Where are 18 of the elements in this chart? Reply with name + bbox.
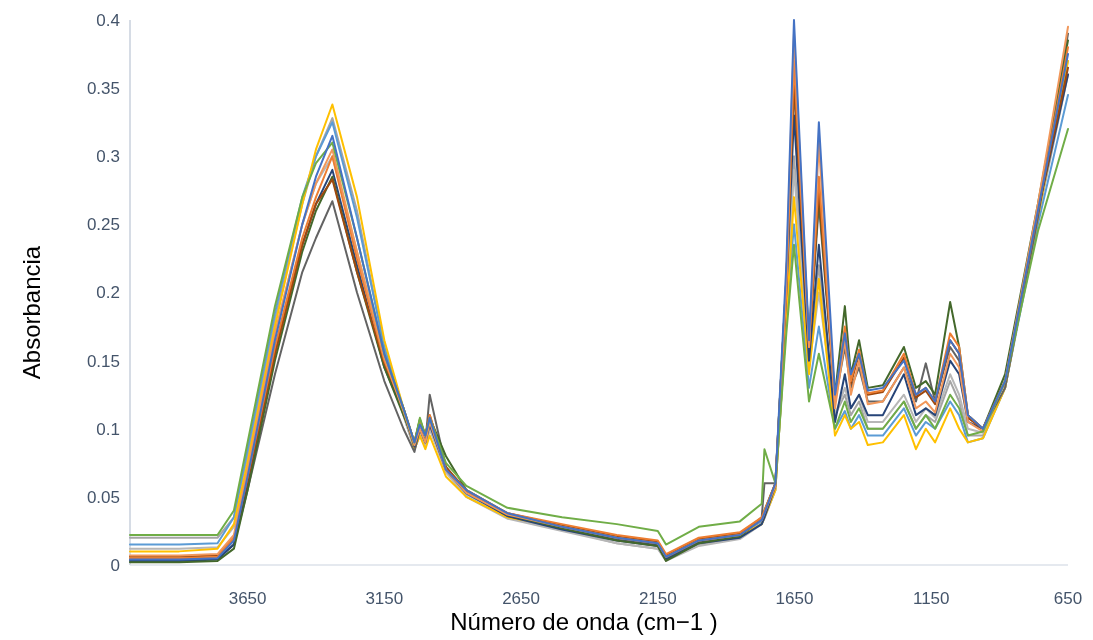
y-tick-label: 0.25 — [86, 215, 120, 235]
y-axis-title: Absorbancia — [18, 245, 45, 380]
x-tick-label: 3150 — [365, 589, 404, 608]
y-tick-label: 0.15 — [86, 351, 120, 371]
y-tick-label: 0.1 — [96, 419, 120, 439]
x-tick-label: 3650 — [228, 589, 267, 608]
x-tick-label: 1150 — [912, 589, 950, 608]
x-axis-title: Número de onda (cm−1 ) — [450, 608, 718, 635]
y-tick-label: 0.2 — [96, 283, 120, 303]
y-tick-label: 0.4 — [96, 10, 120, 30]
y-tick-label: 0.3 — [96, 147, 120, 167]
y-tick-label: 0.05 — [86, 487, 120, 507]
y-tick-label: 0.35 — [86, 79, 120, 99]
x-tick-label: 2650 — [502, 589, 540, 608]
y-tick-label: 0 — [110, 555, 120, 575]
x-tick-label: 1650 — [775, 589, 814, 608]
x-tick-label: 650 — [1053, 589, 1083, 608]
x-tick-label: 2150 — [638, 589, 677, 608]
